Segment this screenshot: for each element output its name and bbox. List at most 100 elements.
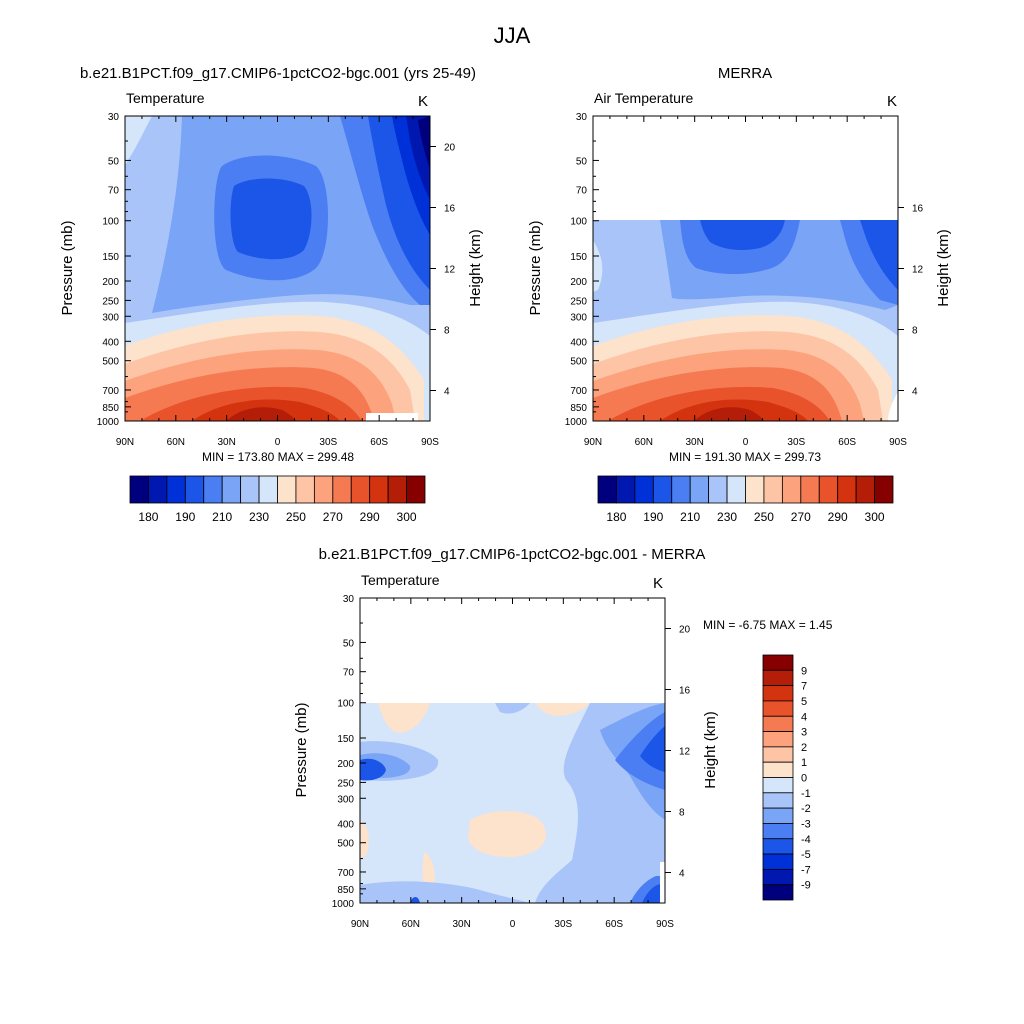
- diff-y2tick-label-20: 20: [679, 625, 691, 636]
- model-colorbar-box-13: [369, 475, 389, 504]
- obs-ytick-label-200: 200: [570, 277, 587, 288]
- obs-y2-axis-label: Height (km): [935, 229, 952, 307]
- diff-colorbar-label-0: 0: [801, 773, 807, 785]
- diff-xtick-label-30N: 30N: [452, 919, 470, 930]
- model-topography-mask: [366, 413, 418, 421]
- obs-colorbar-box-2: [634, 475, 654, 504]
- diff-warm-patch-4: [468, 811, 546, 858]
- model-ytick-label-150: 150: [102, 252, 119, 263]
- diff-colorbar-box-14: [762, 868, 794, 886]
- model-ytick-label-1000: 1000: [97, 417, 120, 428]
- model-xtick-label-90N: 90N: [116, 437, 134, 448]
- diff-colorbar-label--7: -7: [801, 864, 811, 876]
- model-ytick-label-400: 400: [102, 337, 119, 348]
- model-band-tropopause-core: [230, 178, 312, 260]
- model-colorbar-label-190: 190: [175, 510, 195, 524]
- obs-colorbar-box-6: [708, 475, 728, 504]
- obs-colorbar-box-3: [652, 475, 673, 504]
- diff-colorbar-label--2: -2: [801, 803, 811, 815]
- model-ytick-label-850: 850: [102, 403, 119, 414]
- diff-colorbar-box-3: [762, 700, 794, 717]
- model-colorbar-label-270: 270: [323, 510, 343, 524]
- diff-axis-ticks: 3050701001502002503004005007008501000481…: [332, 594, 691, 930]
- diff-colorbar-label-5: 5: [801, 696, 807, 708]
- diff-cool-patch-12: [410, 896, 420, 903]
- diff-colorbar-label--5: -5: [801, 849, 811, 861]
- diff-colorbar-label-2: 2: [801, 742, 807, 754]
- obs-ytick-label-30: 30: [576, 112, 588, 123]
- diff-ytick-label-70: 70: [343, 668, 355, 679]
- diff-colorbar-box-0: [762, 654, 794, 671]
- diff-colorbar-box-6: [762, 746, 794, 763]
- diff-topography-mask: [660, 862, 665, 903]
- diff-colorbar-box-2: [762, 685, 794, 702]
- diff-ytick-label-200: 200: [337, 759, 354, 770]
- model-colorbar-box-10: [313, 475, 334, 504]
- model-colorbar-label-300: 300: [397, 510, 417, 524]
- obs-ytick-label-100: 100: [570, 217, 587, 228]
- diff-colorbar-box-7: [762, 761, 794, 778]
- diff-cool-patch-1: [495, 703, 530, 714]
- model-colorbar-box-14: [387, 475, 407, 504]
- diff-colorbar-box-10: [762, 807, 794, 824]
- obs-band-sh-polar-2: [860, 220, 898, 290]
- obs-colorbar-box-13: [837, 475, 857, 504]
- obs-xtick-label-60N: 60N: [635, 437, 653, 448]
- obs-axis-ticks: 30 50 70 100 150 200 250 300 400 500 700 850 1000 4 8 1…: [565, 112, 924, 448]
- obs-y2tick-label-4: 4: [912, 387, 918, 398]
- diff-ytick-label-850: 850: [337, 885, 354, 896]
- diff-colorbar: 9 7 5 4 3 2 1 0 -1 -2 -3 -4 -5 -7 -9: [762, 654, 811, 901]
- diff-cool-patch-8: [640, 726, 665, 772]
- diff-cool-patch-4: [360, 881, 530, 903]
- diff-cool-patch-7: [615, 712, 665, 790]
- diff-colorbar-label--4: -4: [801, 834, 811, 846]
- obs-contour-field: [593, 220, 898, 421]
- diff-ytick-label-700: 700: [337, 868, 354, 879]
- panel-model-unit: K: [418, 93, 428, 110]
- model-colorbar-label-180: 180: [138, 510, 158, 524]
- obs-ytick-label-700: 700: [570, 386, 587, 397]
- diff-colorbar-box-5: [762, 731, 794, 748]
- obs-xtick-label-90S: 90S: [889, 437, 907, 448]
- model-colorbar-box-4: [203, 475, 223, 504]
- obs-colorbar-label-290: 290: [828, 510, 848, 524]
- model-xtick-label-30N: 30N: [217, 437, 235, 448]
- obs-band-tropopause-core: [700, 220, 785, 250]
- diff-colorbar-label--1: -1: [801, 788, 811, 800]
- panel-obs-title: MERRA: [718, 65, 772, 82]
- diff-colorbar-label-9: 9: [801, 665, 807, 677]
- model-colorbar-box-8: [277, 475, 297, 504]
- model-ytick-label-500: 500: [102, 357, 119, 368]
- diff-colorbar-box-11: [762, 823, 794, 840]
- obs-colorbar-label-300: 300: [865, 510, 885, 524]
- panel-diff-unit: K: [653, 575, 663, 592]
- diff-y2tick-label-8: 8: [679, 808, 685, 819]
- diff-colorbar-box-12: [762, 838, 794, 855]
- obs-ytick-label-1000: 1000: [565, 417, 588, 428]
- obs-xtick-label-90N: 90N: [584, 437, 602, 448]
- obs-colorbar-box-10: [781, 475, 802, 504]
- diff-colorbar-box-8: [762, 777, 794, 794]
- diff-ytick-label-500: 500: [337, 839, 354, 850]
- model-xtick-label-60N: 60N: [167, 437, 185, 448]
- panel-obs-unit: K: [887, 93, 897, 110]
- diff-y2tick-label-16: 16: [679, 686, 691, 697]
- obs-xtick-label-60S: 60S: [838, 437, 856, 448]
- obs-band-warm-7: [694, 407, 764, 421]
- model-ytick-label-30: 30: [108, 112, 120, 123]
- diff-ytick-label-50: 50: [343, 638, 355, 649]
- obs-colorbar-box-11: [800, 475, 820, 504]
- diff-warm-patch-2: [535, 703, 590, 716]
- obs-y2tick-label-12: 12: [912, 265, 924, 276]
- model-colorbar: 180 190 210 230 250 270 290 300: [129, 475, 426, 524]
- obs-colorbar-label-190: 190: [643, 510, 663, 524]
- obs-colorbar-label-210: 210: [680, 510, 700, 524]
- model-xtick-label-60S: 60S: [370, 437, 388, 448]
- model-colorbar-box-6: [240, 475, 260, 504]
- model-colorbar-label-230: 230: [249, 510, 269, 524]
- model-xtick-label-0: 0: [275, 437, 281, 448]
- obs-colorbar-box-8: [745, 475, 765, 504]
- panel-diff: b.e21.B1PCT.f09_g17.CMIP6-1pctCO2-bgc.00…: [293, 546, 833, 930]
- diff-xtick-label-60N: 60N: [402, 919, 420, 930]
- obs-colorbar-box-12: [818, 475, 839, 504]
